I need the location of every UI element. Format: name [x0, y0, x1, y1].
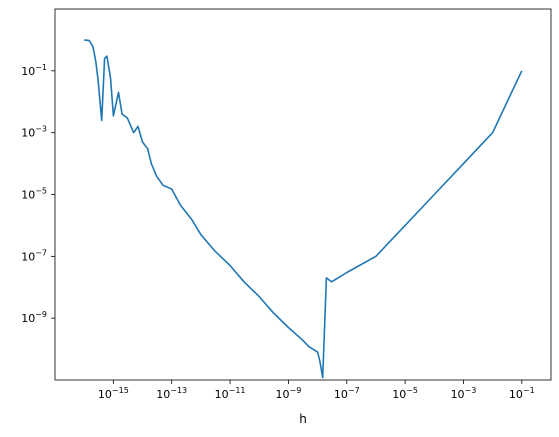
x-tick-exponent: −13	[170, 386, 187, 395]
plot-area	[84, 39, 523, 379]
y-tick-label: 10−7	[21, 248, 47, 263]
x-axis-title: h	[299, 412, 307, 426]
x-tick-base: 10	[334, 388, 348, 401]
x-tick-base: 10	[215, 388, 229, 401]
x-tick-exponent: −15	[112, 386, 129, 395]
x-tick-label: 10−1	[509, 386, 535, 401]
x-axis-ticks: 10−15 10−13 10−11 10−9 10−7 10−5 10−3 10−1	[98, 380, 535, 401]
y-tick-exponent: −7	[35, 248, 47, 257]
y-tick-label: 10−5	[21, 187, 47, 202]
y-tick-exponent: −3	[35, 125, 47, 134]
x-tick-label: 10−7	[334, 386, 360, 401]
y-tick-label: 10−9	[21, 310, 47, 325]
x-tick-label: 10−13	[156, 386, 187, 401]
x-tick-exponent: −11	[229, 386, 246, 395]
x-tick-label: 10−9	[276, 386, 302, 401]
y-axis-ticks: 10−110−310−510−710−9	[21, 63, 55, 325]
x-tick-label: 10−15	[98, 386, 129, 401]
x-tick-exponent: −3	[465, 386, 477, 395]
x-tick-base: 10	[509, 388, 523, 401]
y-tick-base: 10	[21, 189, 35, 202]
x-tick-base: 10	[98, 388, 112, 401]
y-tick-exponent: −9	[35, 310, 47, 319]
x-tick-base: 10	[451, 388, 465, 401]
y-tick-base: 10	[21, 312, 35, 325]
y-tick-label: 10−1	[21, 63, 47, 78]
y-tick-base: 10	[21, 65, 35, 78]
x-tick-base: 10	[276, 388, 290, 401]
y-tick-base: 10	[21, 127, 35, 140]
y-tick-exponent: −5	[35, 187, 47, 196]
y-tick-exponent: −1	[35, 63, 47, 72]
x-tick-base: 10	[392, 388, 406, 401]
x-tick-label: 10−5	[392, 386, 418, 401]
x-tick-base: 10	[156, 388, 170, 401]
x-tick-label: 10−11	[215, 386, 246, 401]
x-tick-label: 10−3	[451, 386, 477, 401]
series-line	[84, 39, 523, 379]
x-tick-exponent: −9	[290, 386, 302, 395]
x-tick-exponent: −1	[523, 386, 535, 395]
x-tick-exponent: −5	[406, 386, 418, 395]
y-tick-base: 10	[21, 250, 35, 263]
x-tick-exponent: −7	[348, 386, 360, 395]
y-tick-label: 10−3	[21, 125, 47, 140]
